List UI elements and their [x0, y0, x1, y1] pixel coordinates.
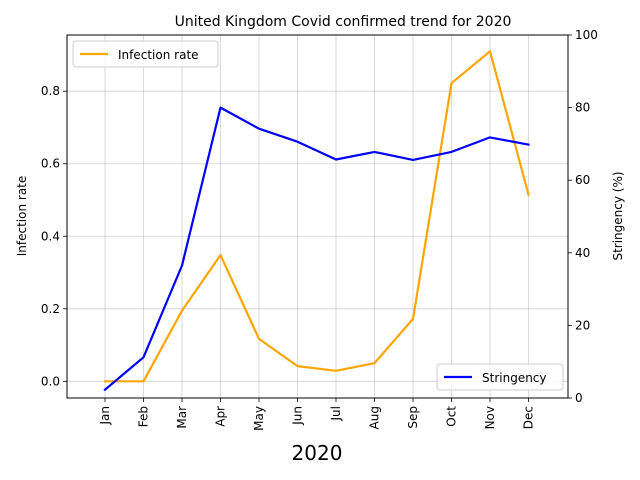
y-right-tick-label: 60: [575, 173, 590, 187]
y-axis-left-label: Infection rate: [15, 176, 29, 257]
x-tick-label: Apr: [214, 406, 228, 427]
x-tick-label: Mar: [175, 406, 189, 429]
y-right-tick-label: 0: [575, 391, 583, 405]
x-tick-label: Jun: [291, 406, 305, 426]
series-layer: [103, 50, 530, 392]
y-right-tick-label: 80: [575, 101, 590, 115]
x-tick-label: Jul: [329, 406, 343, 421]
y-left-tick-label: 0.2: [41, 302, 60, 316]
plot-frame: [66, 34, 569, 399]
x-tick-label: Aug: [368, 406, 382, 429]
legend-stringency: Stringency: [436, 363, 564, 391]
y-left-tick-label: 0.6: [41, 157, 60, 171]
x-tick-label: Feb: [137, 406, 151, 427]
series-line-stringency: [103, 106, 530, 392]
chart-title: United Kingdom Covid confirmed trend for…: [175, 14, 512, 30]
y-right-tick-label: 100: [575, 28, 598, 42]
x-tick-label: Jan: [98, 406, 112, 426]
x-axis-label: 2020: [292, 441, 343, 465]
y-left-tick-label: 0.4: [41, 229, 60, 243]
x-tick-label: May: [252, 406, 266, 431]
series-line-infection-rate: [103, 50, 530, 383]
y-axis-right-label: Stringency (%): [611, 171, 625, 260]
legend-label-infection-rate: Infection rate: [118, 48, 199, 62]
y-left-tick-label: 0.8: [41, 84, 60, 98]
x-tick-label: Sep: [406, 406, 420, 429]
x-tick-label: Oct: [445, 406, 459, 427]
y-right-tick-label: 20: [575, 318, 590, 332]
legend-infection-rate: Infection rate: [72, 40, 219, 68]
y-right-tick-label: 40: [575, 246, 590, 260]
y-left-tick-label: 0.0: [41, 374, 60, 388]
x-tick-label: Nov: [483, 406, 497, 429]
legend-label-stringency: Stringency: [482, 371, 547, 385]
x-tick-label: Dec: [522, 406, 536, 429]
axes-layer: Jan Feb Mar Apr May Jun Jul Aug Sep Oct Nov Dec 0.0 0…: [41, 28, 598, 431]
